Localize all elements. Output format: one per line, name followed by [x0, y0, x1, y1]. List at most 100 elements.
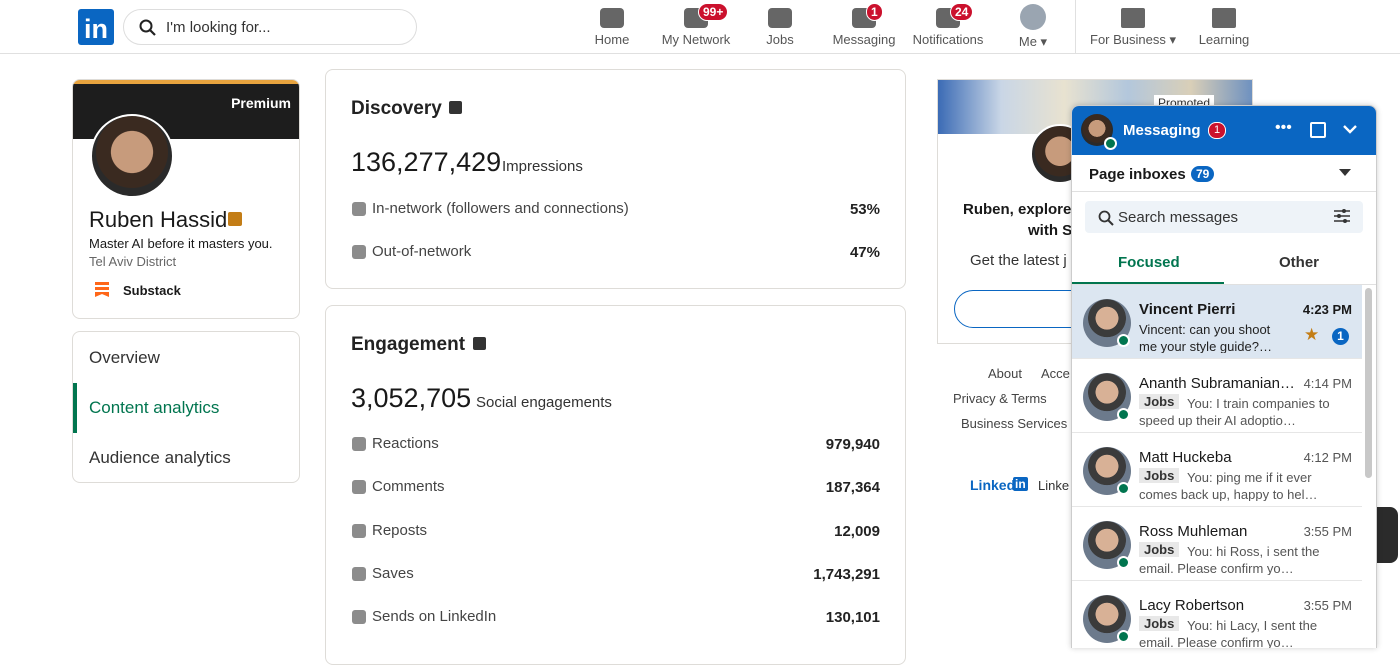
- job-tag: Jobs: [1139, 616, 1180, 631]
- headline: Master AI before it masters you.: [89, 236, 273, 251]
- message-time: 3:55 PM: [1303, 524, 1352, 539]
- message-time: 4:23 PM: [1302, 302, 1352, 317]
- scrollbar[interactable]: [1365, 288, 1372, 478]
- row-value: 979,940: [825, 436, 880, 453]
- star-icon[interactable]: ★: [1304, 325, 1320, 344]
- nav-label[interactable]: Notifications: [912, 32, 984, 47]
- contact-name: Lacy Robertson: [1139, 597, 1245, 614]
- row-label: Reactions: [372, 435, 439, 452]
- nav-badge: 1: [866, 3, 883, 21]
- row-value: 1,743,291: [813, 565, 880, 583]
- message-preview: You: hi Ross, i sent the email. Please c…: [1139, 544, 1320, 575]
- profile-card: Premium Ruben Hassid Master AI before it…: [72, 79, 300, 319]
- substack-link[interactable]: Substack: [123, 283, 181, 298]
- nav-badge: 24: [950, 3, 974, 21]
- ad-text: with S: [1028, 222, 1073, 239]
- avatar[interactable]: [90, 114, 174, 198]
- contact-name: Ross Muhleman: [1139, 523, 1248, 540]
- substack-icon: [95, 282, 109, 297]
- total-label: Social engagements: [476, 394, 612, 411]
- row-value: 187,364: [825, 479, 880, 497]
- premium-badge: [228, 212, 242, 226]
- info-icon[interactable]: [449, 101, 462, 114]
- nav-icon: [1212, 8, 1236, 28]
- search-box[interactable]: I'm looking for...: [123, 9, 417, 45]
- row-label: Comments: [372, 478, 445, 496]
- footer-link[interactable]: About: [988, 366, 1022, 381]
- nav-label[interactable]: For Business ▾: [1090, 32, 1176, 47]
- search-icon: [139, 19, 156, 36]
- search-placeholder: I'm looking for...: [166, 19, 271, 36]
- inbox-dropdown[interactable]: [1339, 169, 1351, 177]
- contact-name: Vincent Pierri: [1139, 301, 1236, 318]
- nav-overview[interactable]: Overview: [89, 348, 160, 367]
- tab-focused[interactable]: Focused: [1118, 254, 1180, 271]
- search-icon: [1098, 210, 1114, 226]
- ad-text: Ruben, explore: [963, 201, 1072, 218]
- row-icon: [352, 523, 366, 538]
- message-search[interactable]: [1085, 201, 1363, 233]
- section-title: Engagement: [351, 334, 466, 355]
- ad-subtext: Get the latest j: [970, 252, 1067, 269]
- total: 3,052,705: [351, 383, 472, 413]
- row-label: In-network (followers and connections): [372, 200, 629, 217]
- row-label: Sends on LinkedIn: [372, 608, 497, 626]
- row-label: Out-of-network: [372, 243, 472, 260]
- tab-other[interactable]: Other: [1279, 254, 1320, 271]
- nav-badge: 99+: [698, 3, 729, 21]
- footer-link[interactable]: Business Services: [961, 416, 1068, 431]
- footer-link[interactable]: Privacy & Terms: [953, 391, 1047, 406]
- discovery-card: Discovery 136,277,429 Impressions In-net…: [325, 69, 906, 289]
- row-value: 130,101: [825, 609, 880, 627]
- message-preview: Vincent: can you shoot me your style gui…: [1139, 322, 1272, 353]
- nav-label[interactable]: Learning: [1198, 32, 1250, 47]
- analytics-nav: Overview Content analytics Audience anal…: [72, 331, 300, 483]
- footer-logo: Linked: [970, 477, 1016, 493]
- row-icon: [352, 566, 366, 581]
- online-dot: [1117, 408, 1130, 421]
- nav-label[interactable]: Home: [594, 32, 630, 47]
- divider: [1072, 284, 1376, 285]
- nav-content-analytics[interactable]: Content analytics: [89, 398, 220, 417]
- message-preview: You: I train companies to speed up their…: [1139, 396, 1330, 427]
- contact-name: Ananth Subramanian…: [1139, 375, 1295, 392]
- messaging-badge: 1: [1208, 122, 1227, 139]
- row-value: 47%: [849, 244, 880, 261]
- nav-audience-analytics[interactable]: Audience analytics: [89, 448, 231, 467]
- nav-icon: [1020, 4, 1046, 30]
- online-dot: [1117, 482, 1130, 495]
- online-dot: [1117, 556, 1130, 569]
- online-dot: [1104, 137, 1117, 150]
- section-title: Discovery: [351, 98, 442, 119]
- divider: [1072, 191, 1376, 192]
- row-label: Reposts: [372, 521, 428, 539]
- nav-label[interactable]: Messaging: [832, 32, 896, 47]
- total-label: Impressions: [502, 158, 583, 175]
- collapse-button[interactable]: [1342, 124, 1358, 134]
- divider: [1075, 0, 1076, 53]
- footer-logo-box: in: [1013, 477, 1028, 491]
- message-time: 3:55 PM: [1303, 598, 1352, 613]
- top-nav: in I'm looking for... Home My Network 99+ J…: [0, 0, 1400, 54]
- info-icon[interactable]: [473, 337, 486, 350]
- footer-link[interactable]: Acce: [1041, 366, 1070, 381]
- compose-button[interactable]: [1310, 122, 1326, 138]
- row-label: Saves: [372, 564, 414, 582]
- profile-name[interactable]: Ruben Hassid: [89, 207, 228, 232]
- nav-label[interactable]: Jobs: [766, 32, 794, 47]
- row-value: 12,009: [834, 522, 880, 540]
- nav-label[interactable]: My Network: [661, 32, 731, 47]
- logo[interactable]: in: [78, 9, 114, 45]
- message-preview: You: ping me if it ever comes back up, h…: [1139, 470, 1318, 501]
- tab-underline: [1072, 282, 1224, 284]
- location: Tel Aviv District: [89, 254, 177, 269]
- filter-icon[interactable]: [1334, 209, 1350, 223]
- inbox-label[interactable]: Page inboxes: [1089, 166, 1186, 183]
- nav-icon: [600, 8, 624, 28]
- row-value: 53%: [849, 201, 880, 218]
- job-tag: Jobs: [1139, 394, 1180, 409]
- nav-label[interactable]: Me ▾: [1018, 34, 1048, 49]
- message-time: 4:12 PM: [1303, 450, 1352, 465]
- engagement-card: Engagement 3,052,705 Social engagements …: [325, 305, 906, 665]
- more-button[interactable]: •••: [1275, 119, 1292, 136]
